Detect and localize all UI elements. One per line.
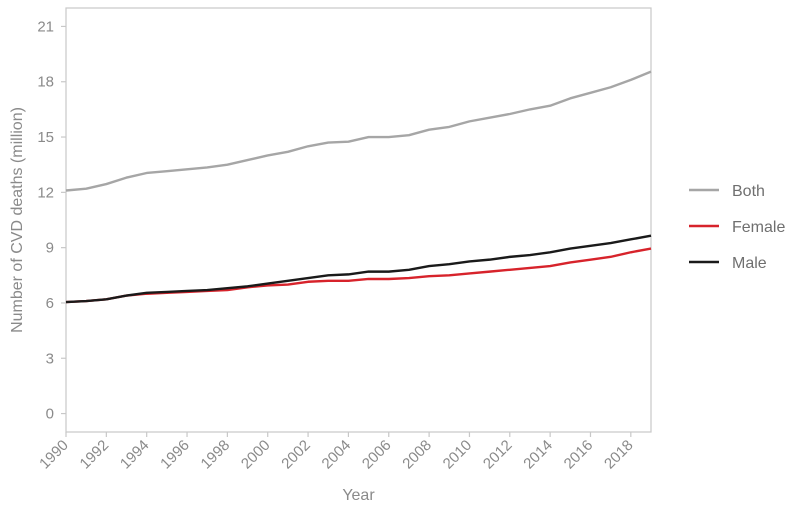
y-tick-label: 15 <box>37 129 54 146</box>
x-axis-title: Year <box>342 487 375 504</box>
x-tick-label: 1994 <box>117 437 153 473</box>
legend-label-male: Male <box>732 255 767 272</box>
x-tick-label: 2014 <box>520 437 556 473</box>
x-tick-label: 2018 <box>601 437 637 473</box>
y-axis-title: Number of CVD deaths (million) <box>9 107 26 333</box>
series-lines <box>65 70 652 304</box>
x-tick-label: 2012 <box>480 437 516 473</box>
x-tick-label: 1992 <box>77 437 113 473</box>
x-tick-label: 2002 <box>278 437 314 473</box>
plot-border <box>65 7 652 433</box>
y-axis: 0 3 6 9 12 15 18 21 <box>37 18 66 423</box>
y-tick-label: 6 <box>46 295 54 312</box>
y-tick-label: 18 <box>37 74 54 91</box>
x-axis: 1990 1992 1994 1996 1998 2000 2002 2004 2006 2008… <box>36 432 637 473</box>
y-tick-label: 21 <box>37 18 54 35</box>
x-tick-label: 2000 <box>238 437 274 473</box>
series-line-male <box>65 234 652 304</box>
x-tick-label: 2004 <box>319 437 355 473</box>
legend-label-both: Both <box>732 183 765 200</box>
legend-label-female: Female <box>732 219 785 236</box>
x-tick-label: 1990 <box>36 437 72 473</box>
x-tick-label: 1998 <box>198 437 234 473</box>
y-tick-label: 3 <box>46 350 54 367</box>
legend: Both Female Male <box>689 183 785 272</box>
x-tick-label: 2016 <box>561 437 597 473</box>
x-tick-label: 2006 <box>359 437 395 473</box>
x-tick-label: 2008 <box>399 437 435 473</box>
x-tick-label: 2010 <box>440 437 476 473</box>
y-tick-label: 12 <box>37 184 54 201</box>
x-tick-label: 1996 <box>157 437 193 473</box>
y-tick-label: 0 <box>46 406 54 423</box>
series-line-female <box>65 247 652 304</box>
y-tick-label: 9 <box>46 240 54 257</box>
plot-frame <box>65 7 652 433</box>
series-line-both <box>65 70 652 192</box>
